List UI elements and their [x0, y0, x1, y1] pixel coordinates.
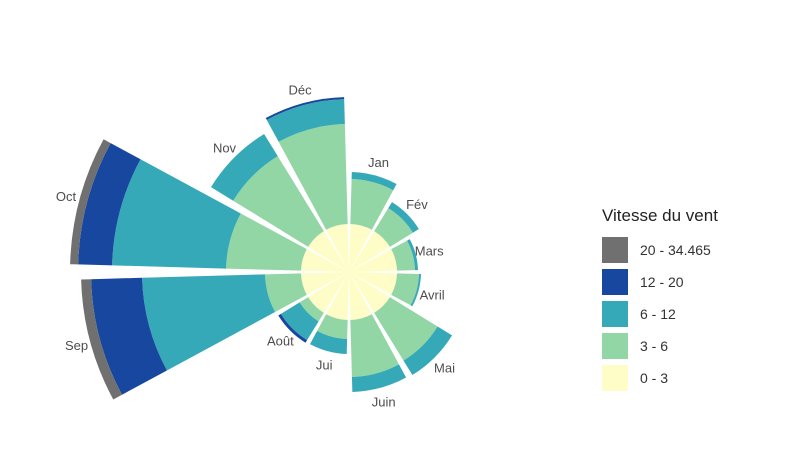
bar-segment-oct-3-6 — [226, 213, 307, 271]
bar-segment-sep-3-6 — [265, 273, 307, 312]
bar-segment-mai-0-3 — [349, 272, 390, 313]
bar-segment-mars-0-3 — [349, 249, 397, 272]
month-label-juin: Juin — [372, 394, 396, 409]
bar-segment-jan-3-6 — [350, 179, 394, 230]
legend-label: 0 - 3 — [640, 370, 669, 386]
legend-item: 0 - 3 — [602, 362, 718, 394]
bar-segment-aout-12-20 — [278, 313, 308, 343]
legend-item: 12 - 20 — [602, 266, 718, 298]
bar-segment-mars-6-12 — [407, 239, 418, 271]
bar-segment-sep-0-3 — [301, 272, 349, 295]
month-label-dec: Déc — [289, 82, 313, 97]
bar-segment-sep-12-20 — [91, 277, 167, 395]
month-label-sep: Sep — [65, 338, 88, 353]
month-label-nov: Nov — [213, 141, 237, 156]
legend-swatch — [602, 365, 628, 391]
legend-label: 6 - 12 — [640, 306, 676, 322]
bar-segment-mars-3-6 — [391, 240, 415, 271]
legend-title: Vitesse du vent — [602, 206, 718, 225]
month-label-avril: Avril — [420, 287, 445, 302]
bar-segment-jan-6-12 — [351, 172, 397, 191]
month-label-fev: Fév — [406, 197, 428, 212]
month-label-jui: Jui — [316, 358, 333, 373]
month-label-aout: Août — [267, 334, 294, 349]
bar-segment-oct-0-3 — [301, 249, 349, 272]
legend: Vitesse du vent 20 - 34.465 12 - 20 6 - 12… — [602, 206, 718, 394]
bar-segment-aout-0-3 — [308, 272, 349, 313]
bar-segment-jui-6-12 — [309, 330, 348, 354]
month-label-jan: Jan — [368, 155, 389, 170]
bar-segment-juin-0-3 — [349, 272, 372, 320]
legend-swatch — [602, 333, 628, 359]
bar-segment-oct-6-12 — [112, 159, 241, 269]
bar-segment-mai-3-6 — [374, 297, 438, 361]
legend-label: 20 - 34.465 — [640, 242, 711, 258]
bar-segment-aout-3-6 — [299, 297, 324, 322]
bar-segment-fev-0-3 — [349, 231, 390, 272]
legend-rows: 20 - 34.465 12 - 20 6 - 12 3 - 6 0 - 3 — [602, 234, 718, 394]
bar-segment-aout-6-12 — [280, 302, 319, 341]
bar-segment-mai-6-12 — [403, 326, 453, 376]
legend-label: 3 - 6 — [640, 338, 669, 354]
bar-segment-oct-12-20 — [78, 143, 141, 266]
bar-segment-sep-20-34465 — [81, 279, 123, 400]
bar-segment-jan-0-3 — [349, 224, 372, 272]
legend-item: 3 - 6 — [602, 330, 718, 362]
bar-segment-avril-6-12 — [410, 273, 421, 307]
bar-segment-dec-6-12 — [266, 99, 345, 142]
bar-segment-juin-3-6 — [350, 314, 399, 377]
bar-segment-dec-3-6 — [278, 124, 348, 230]
bar-segment-sep-6-12 — [142, 274, 276, 371]
bar-segment-jui-3-6 — [317, 314, 348, 339]
bar-segment-nov-6-12 — [211, 134, 278, 201]
month-label-oct: Oct — [56, 189, 77, 204]
bar-segment-avril-0-3 — [349, 272, 397, 295]
bar-segment-dec-12-20 — [265, 97, 345, 120]
legend-swatch — [602, 301, 628, 327]
bar-segment-fev-6-12 — [388, 202, 419, 233]
bar-segment-fev-3-6 — [374, 208, 413, 247]
bar-segment-nov-0-3 — [308, 231, 349, 272]
bar-segment-juin-6-12 — [351, 364, 407, 392]
bar-segment-jui-0-3 — [326, 272, 349, 320]
legend-item: 6 - 12 — [602, 298, 718, 330]
bar-segment-nov-3-6 — [233, 156, 324, 247]
bar-segment-dec-0-3 — [326, 224, 349, 272]
month-label-mai: Mai — [434, 361, 455, 376]
bars-group — [70, 97, 453, 400]
month-label-mars: Mars — [415, 244, 444, 259]
bar-segment-avril-3-6 — [391, 273, 419, 306]
legend-swatch — [602, 269, 628, 295]
legend-item: 20 - 34.465 — [602, 234, 718, 266]
legend-swatch — [602, 237, 628, 263]
legend-label: 12 - 20 — [640, 274, 684, 290]
bar-segment-oct-20-34465 — [70, 139, 111, 265]
month-labels-group: Jan Fév Mars Avril Mai Juin Jui Août Sep Oct Nov Dé… — [56, 82, 455, 409]
